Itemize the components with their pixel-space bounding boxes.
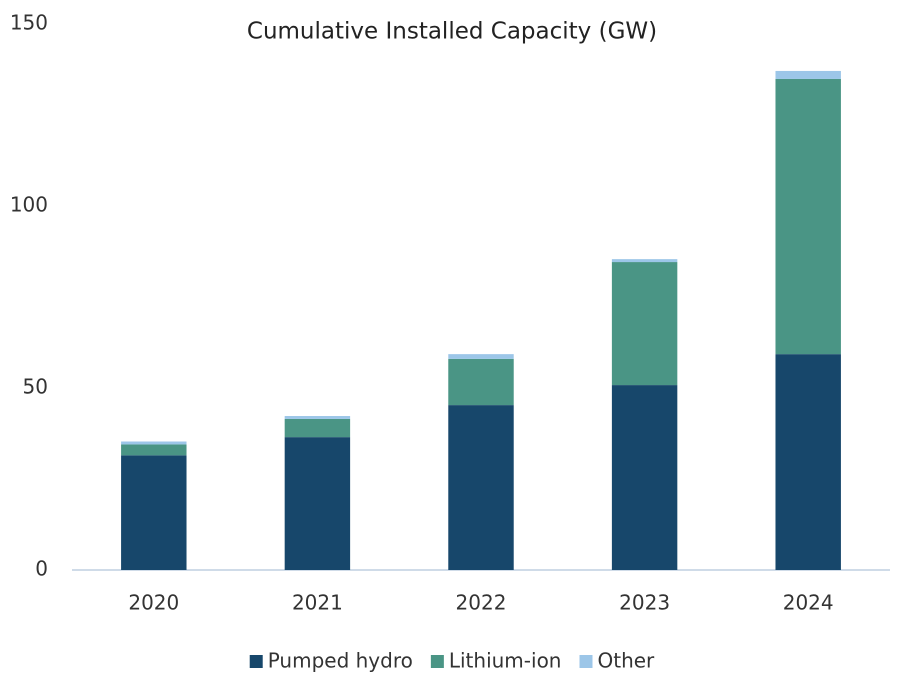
legend-label: Pumped hydro xyxy=(268,649,413,673)
y-tick-label: 100 xyxy=(10,193,48,217)
bar-segment xyxy=(611,262,678,386)
x-tick-label: 2021 xyxy=(292,591,343,615)
y-tick-label: 0 xyxy=(35,557,48,581)
bar-segment xyxy=(121,441,187,445)
bar-segment xyxy=(284,416,351,419)
y-tick-label: 150 xyxy=(10,11,48,35)
y-tick-label: 50 xyxy=(23,375,48,399)
bar-segment xyxy=(121,444,187,456)
bar-segment xyxy=(448,358,514,406)
x-tick-label: 2020 xyxy=(128,591,179,615)
bar-segment xyxy=(284,437,351,570)
bar-segment xyxy=(775,354,841,570)
bar-segment xyxy=(611,259,678,263)
legend-swatch xyxy=(249,655,263,668)
bar-segment xyxy=(611,385,678,570)
legend-label: Other xyxy=(597,649,655,673)
legend-label: Lithium-ion xyxy=(449,649,562,673)
bar-segment xyxy=(121,455,187,570)
bar-segment xyxy=(284,418,351,438)
legend-swatch xyxy=(579,655,593,668)
bar-segment xyxy=(775,78,841,355)
x-tick-label: 2023 xyxy=(619,591,670,615)
legend-swatch xyxy=(430,655,444,668)
x-tick-label: 2022 xyxy=(456,591,507,615)
chart-title: Cumulative Installed Capacity (GW) xyxy=(247,19,657,45)
bar-segment xyxy=(448,405,514,570)
bar-segment xyxy=(448,354,514,359)
bar-segment xyxy=(775,70,841,79)
x-tick-label: 2024 xyxy=(783,591,834,615)
